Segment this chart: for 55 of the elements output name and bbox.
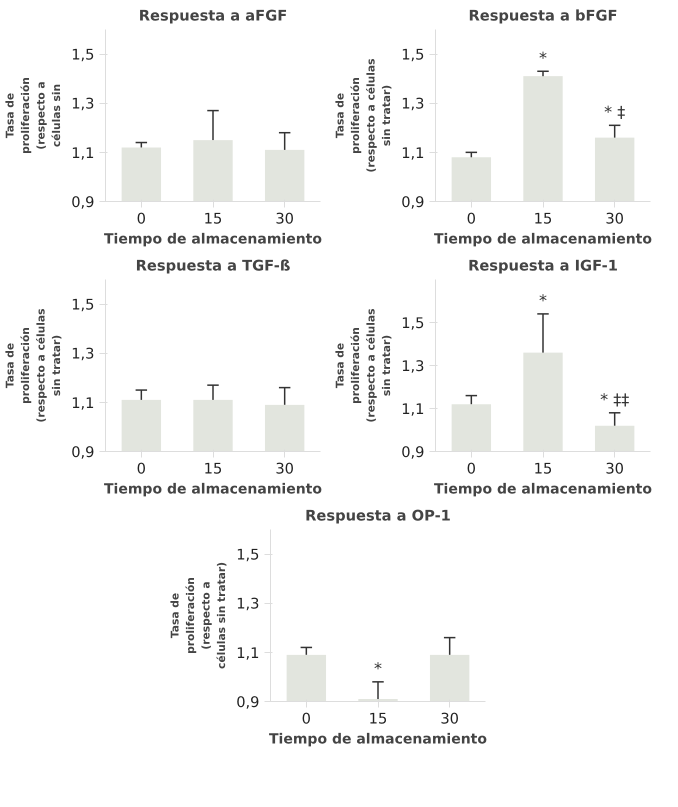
x-tick-label: 0 bbox=[302, 710, 311, 728]
x-axis-title: Tiempo de almacenamiento bbox=[269, 732, 488, 748]
x-tick-label: 15 bbox=[204, 460, 222, 478]
annotation: * ‡ bbox=[604, 102, 626, 122]
chart-title: Respuesta a aFGF bbox=[138, 8, 288, 24]
x-tick-label: 0 bbox=[466, 210, 476, 228]
chart-title: Respuesta a OP-1 bbox=[305, 508, 451, 524]
chart-title: Respuesta a bFGF bbox=[468, 8, 618, 24]
y-axis-title: Tasa de proliferación (respecto a células sin tratar) bbox=[333, 58, 394, 172]
x-tick-label: 15 bbox=[534, 460, 552, 478]
y-tick-label: 1,5 bbox=[401, 315, 425, 332]
chart-title: Respuesta a IGF-1 bbox=[468, 258, 618, 274]
x-tick-label: 15 bbox=[204, 210, 222, 228]
x-tick-label: 30 bbox=[275, 210, 294, 228]
x-tick-label: 30 bbox=[440, 710, 459, 728]
x-tick-label: 30 bbox=[275, 460, 294, 478]
y-axis-title: Tasa de proliferación (respecto a células sin bbox=[3, 77, 64, 154]
y-tick-label: 0,9 bbox=[71, 444, 95, 461]
y-tick-label: 0,9 bbox=[71, 194, 95, 211]
y-tick-label: 1,3 bbox=[401, 358, 425, 375]
y-tick-label: 0,9 bbox=[236, 694, 260, 711]
y-tick-label: 1,3 bbox=[401, 96, 425, 113]
y-tick-label: 1,1 bbox=[71, 394, 95, 412]
annotation: * bbox=[539, 48, 547, 68]
y-tick-label: 1,5 bbox=[71, 46, 95, 64]
y-tick-label: 1,1 bbox=[71, 144, 95, 162]
y-tick-label: 1,1 bbox=[236, 644, 260, 662]
x-axis-title: Tiempo de almacenamiento bbox=[434, 232, 652, 248]
annotation: * bbox=[539, 290, 547, 310]
y-tick-label: 1,3 bbox=[236, 596, 260, 613]
x-tick-label: 0 bbox=[466, 460, 476, 478]
x-tick-label: 15 bbox=[534, 210, 552, 228]
y-tick-label: 1,1 bbox=[401, 401, 425, 418]
y-tick-label: 1,1 bbox=[401, 144, 425, 162]
y-tick-label: 1,5 bbox=[71, 296, 95, 314]
x-tick-label: 30 bbox=[605, 210, 624, 228]
x-tick-label: 30 bbox=[605, 460, 624, 478]
y-tick-label: 0,9 bbox=[401, 444, 425, 461]
annotation: * ‡‡ bbox=[600, 390, 630, 409]
y-axis-title: Tasa de proliferación (respecto a células sin tratar) bbox=[168, 562, 228, 669]
y-axis-title: Tasa de proliferación (respecto a células sin tratar) bbox=[333, 308, 394, 422]
annotation: * bbox=[374, 658, 382, 678]
x-axis-title: Tiempo de almacenamiento bbox=[434, 482, 652, 498]
y-axis-title: Tasa de proliferación (respecto a células sin tratar) bbox=[3, 308, 64, 422]
x-tick-label: 15 bbox=[368, 710, 388, 728]
y-tick-label: 1,3 bbox=[71, 96, 95, 113]
x-axis-title: Tiempo de almacenamiento bbox=[104, 232, 322, 248]
y-tick-label: 1,5 bbox=[236, 546, 260, 564]
x-axis-title: Tiempo de almacenamiento bbox=[104, 482, 322, 498]
x-tick-label: 0 bbox=[136, 460, 146, 478]
x-tick-label: 0 bbox=[136, 210, 146, 228]
y-tick-label: 1,5 bbox=[401, 46, 425, 64]
y-tick-label: 0,9 bbox=[401, 194, 425, 211]
y-tick-label: 1,3 bbox=[71, 346, 95, 363]
chart-title: Respuesta a TGF-ß bbox=[136, 258, 290, 274]
